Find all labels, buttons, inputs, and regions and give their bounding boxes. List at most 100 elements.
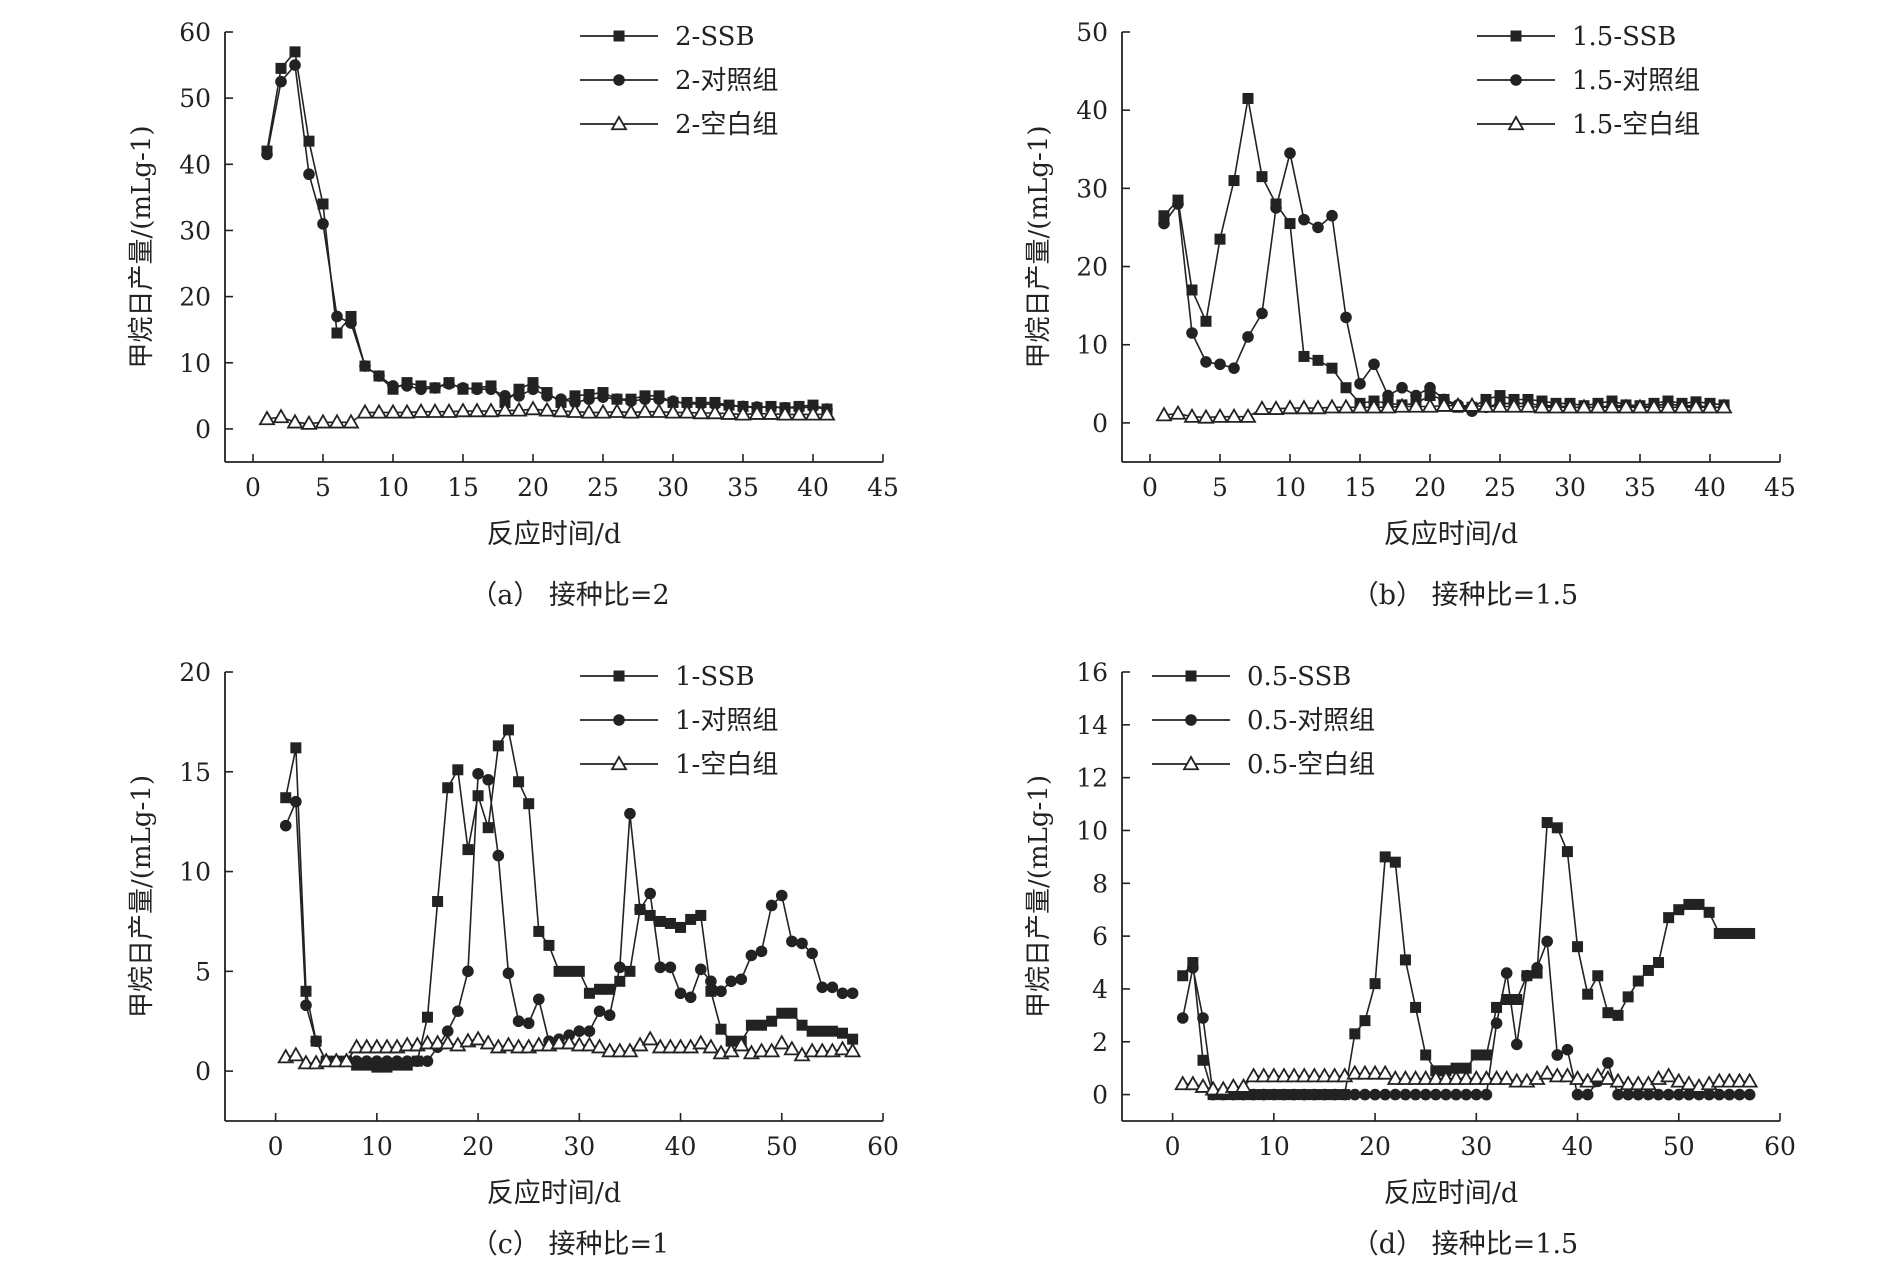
data-point [462, 844, 474, 856]
data-point [1234, 1077, 1253, 1093]
series-line [1163, 98, 1725, 409]
y-tick-label: 60 [179, 18, 211, 47]
data-point [1642, 1088, 1655, 1101]
legend-label: 1.5-SSB [1572, 22, 1676, 52]
data-point [1337, 398, 1355, 414]
data-point [563, 965, 575, 977]
y-tick-label: 16 [1076, 658, 1108, 687]
series-3 [1155, 396, 1733, 424]
x-tick-label: 0 [268, 1132, 284, 1161]
data-point [1270, 202, 1282, 214]
data-point [523, 798, 535, 810]
data-point [1533, 398, 1551, 414]
data-point [287, 1046, 305, 1062]
legend-swatch-marker [613, 30, 625, 42]
x-tick-label: 50 [766, 1132, 798, 1161]
data-point [608, 402, 626, 418]
data-point [664, 403, 682, 419]
data-point [391, 1055, 403, 1067]
data-point [1713, 927, 1725, 939]
data-point [1609, 1072, 1627, 1088]
x-tick-label: 20 [517, 473, 549, 502]
data-point [1419, 1088, 1432, 1101]
data-point [1386, 1069, 1404, 1085]
data-point [583, 1025, 596, 1037]
data-point [303, 135, 315, 147]
data-point [1326, 209, 1338, 222]
data-point [1197, 408, 1215, 424]
data-point [1407, 1069, 1425, 1085]
data-point [1603, 398, 1621, 414]
data-point [762, 404, 780, 420]
data-point [471, 383, 483, 396]
data-point [300, 414, 318, 430]
data-point [1730, 1072, 1749, 1088]
legend-swatch-marker [613, 714, 625, 726]
x-axis-title: 反应时间/d [1384, 1178, 1518, 1209]
data-point [1326, 1067, 1344, 1083]
data-point [1379, 851, 1391, 863]
data-point [337, 1052, 356, 1068]
chart-panel-d: 0 10 20 30 40 50 60 0 2 4 6 8 10 12 14 16 反应时间/d 甲烷日产量/(m… [1024, 658, 1796, 1209]
x-tick-label: 0 [1165, 1132, 1181, 1161]
data-point [1531, 962, 1543, 974]
data-point [443, 378, 455, 390]
data-point [418, 1034, 437, 1050]
data-point [776, 1007, 788, 1019]
data-point [360, 1055, 373, 1067]
data-point [1488, 1069, 1506, 1085]
data-point [1561, 398, 1579, 414]
data-point [1743, 1088, 1756, 1101]
data-point [1239, 407, 1257, 423]
data-point [1710, 1072, 1728, 1088]
data-point [569, 396, 581, 409]
y-tick-label: 6 [1092, 922, 1108, 951]
data-point [732, 1036, 750, 1052]
data-point [1340, 382, 1352, 394]
series-2 [261, 59, 833, 415]
data-point [1200, 356, 1212, 368]
data-point [1490, 1017, 1503, 1030]
data-point [1298, 350, 1310, 362]
legend: 1.5-SSB 1.5-对照组 1.5-空白组 [1477, 22, 1700, 140]
data-point [1508, 1072, 1526, 1088]
x-tick-label: 45 [1764, 473, 1796, 502]
data-point [604, 983, 616, 995]
data-point [1437, 1069, 1455, 1085]
x-axis-title: 反应时间/d [1384, 519, 1518, 550]
data-point [641, 1030, 659, 1046]
chart-panel-c: 0 10 20 30 40 50 60 0 5 10 15 20 反应时间/d 甲烷日产量/(mLg-1)… [127, 658, 899, 1209]
data-point [1312, 221, 1324, 234]
series-2 [1176, 935, 1756, 1101]
data-point [522, 1017, 535, 1030]
legend-label: 1-SSB [675, 662, 755, 692]
data-point [1284, 218, 1296, 230]
data-point [1421, 397, 1439, 413]
data-point [773, 1034, 791, 1050]
data-point [1326, 362, 1338, 374]
data-point [1572, 941, 1584, 953]
data-point [499, 390, 511, 402]
data-point [1547, 398, 1565, 414]
data-point [350, 1055, 363, 1067]
data-point [421, 1011, 433, 1023]
data-point [1399, 954, 1411, 966]
data-point [1662, 1088, 1675, 1101]
data-point [806, 947, 818, 960]
data-point [457, 382, 469, 394]
data-point [1450, 1088, 1462, 1101]
data-point [439, 1034, 457, 1050]
y-tick-label: 14 [1076, 711, 1108, 740]
x-tick-label: 50 [1663, 1132, 1695, 1161]
data-point [1177, 970, 1189, 982]
data-point [674, 987, 687, 1000]
data-point [398, 403, 416, 419]
data-point [1424, 390, 1436, 402]
data-point [1376, 1064, 1394, 1080]
data-point [1741, 1072, 1759, 1088]
y-tick-label: 0 [195, 1057, 211, 1086]
x-tick-label: 40 [1562, 1132, 1594, 1161]
legend-swatch-marker [1510, 74, 1522, 86]
y-tick-label: 30 [179, 216, 211, 245]
data-point [356, 403, 374, 419]
